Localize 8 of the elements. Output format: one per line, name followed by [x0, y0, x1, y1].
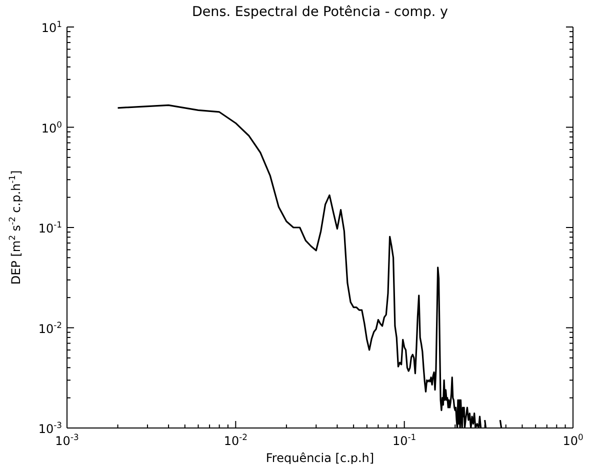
y-tick-label: 10$^{0}$ [41, 119, 62, 136]
x-tick-label: 10$^{0}$ [562, 432, 584, 448]
x-tick-label: 10$^{-1}$ [392, 432, 416, 448]
y-tick-label: 10$^{1}$ [41, 19, 62, 35]
y-tick-label: 10$^{-1}$ [38, 220, 62, 236]
x-tick-label: 10$^{-2}$ [224, 432, 248, 448]
y-tick-label: 10$^{-2}$ [38, 320, 62, 336]
chart-title: Dens. Espectral de Potência - comp. y [190, 3, 449, 21]
